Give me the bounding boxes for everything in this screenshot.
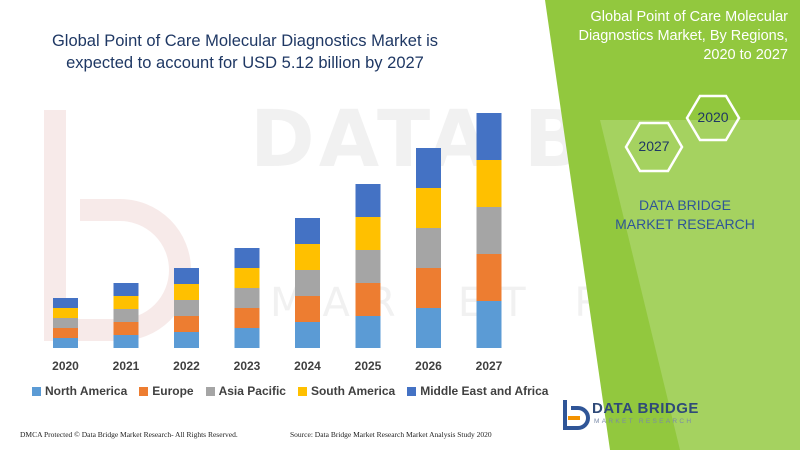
bar-2023-north-america [234,328,260,348]
logo-tagline: MARKET RESEARCH [594,418,694,425]
bar-2024-north-america [295,322,320,348]
legend-swatch [297,386,307,396]
legend-swatch [205,386,215,396]
bar-2023-asia-pacific [234,288,260,308]
bar-2020-europe [53,328,78,338]
bar-2025-asia-pacific [355,250,381,283]
bar-group [53,113,502,348]
x-tick-label: 2027 [476,359,503,373]
hexagon-2027-label: 2027 [638,138,670,154]
side-panel-title: Global Point of Care Molecular Diagnosti… [578,9,788,63]
x-tick-label: 2020 [52,359,79,373]
legend-label: North America [45,384,128,398]
hexagon-2020-icon [685,94,741,142]
bar-2023-europe [234,308,260,328]
bar-2026-europe [416,268,441,308]
legend-label: South America [310,384,396,398]
bar-2020-north-america [53,338,78,348]
x-tick-label: 2022 [173,359,200,373]
legend-item: Middle East and Africa [407,384,548,398]
bar-2022-north-america [174,332,199,348]
legend-label: Asia Pacific [218,384,286,398]
bar-2026-asia-pacific [416,228,441,268]
bar-2022-middle-east-and-africa [174,268,199,284]
bar-2020-south-america [53,308,78,318]
bar-2025-europe [355,283,381,316]
side-panel-light [600,120,800,450]
footer-copyright: DMCA Protected © Data Bridge Market Rese… [20,430,238,439]
bar-2022-europe [174,316,199,332]
bar-2026-north-america [416,308,441,348]
legend-swatch [32,386,41,396]
bar-2025-middle-east-and-africa [355,184,381,217]
x-axis-tick-labels: 2020 2021 2022 2023 2024 2025 2026 2027 [52,359,503,373]
legend-swatch [407,386,417,396]
bar-2027-europe [476,254,502,301]
bar-2020-asia-pacific [53,318,78,328]
bar-2024-europe [295,296,320,322]
x-tick-label: 2024 [294,359,321,373]
brand-name-text: DATA BRIDGE MARKET RESEARCH [615,197,755,232]
legend-item: North America [32,384,127,398]
x-tick-label: 2026 [415,359,442,373]
bar-2024-south-america [295,244,320,270]
bar-2025-south-america [355,217,381,250]
bar-2022-asia-pacific [174,300,199,316]
bar-2027-south-america [476,160,502,207]
bar-2021-asia-pacific [113,309,139,322]
bar-2021-south-america [113,296,139,309]
bar-2027-asia-pacific [476,207,502,254]
legend-item: South America [297,384,396,398]
bar-2027-middle-east-and-africa [476,113,502,160]
chart-title: Global Point of Care Molecular Diagnosti… [51,32,439,72]
legend-label: Europe [152,384,194,398]
chart-legend: North America Europe Asia Pacific South Ame… [32,384,548,398]
bar-2026-middle-east-and-africa [416,148,441,188]
x-tick-label: 2021 [113,359,140,373]
bar-2027-north-america [476,301,502,348]
legend-item: Europe [139,384,194,398]
bar-2025-north-america [355,316,381,348]
bar-2023-middle-east-and-africa [234,248,260,268]
bar-2022-south-america [174,284,199,300]
legend-item: Asia Pacific [205,384,286,398]
bar-2023-south-america [234,268,260,288]
bar-2024-middle-east-and-africa [295,218,320,244]
bar-2021-europe [113,322,139,335]
x-tick-label: 2023 [234,359,261,373]
bar-2020-middle-east-and-africa [53,298,78,308]
bar-2026-south-america [416,188,441,228]
legend-label: Middle East and Africa [420,384,549,398]
x-tick-label: 2025 [355,359,382,373]
logo-name: DATA BRIDGE [592,400,699,417]
bar-2021-middle-east-and-africa [113,283,139,296]
bar-2021-north-america [113,335,139,348]
bar-2024-asia-pacific [295,270,320,296]
legend-swatch [139,386,149,396]
hexagon-2020-label: 2020 [697,109,729,125]
logo-icon [563,400,590,430]
hexagon-2027-icon [624,121,684,173]
footer-source: Source: Data Bridge Market Research Mark… [290,430,492,439]
